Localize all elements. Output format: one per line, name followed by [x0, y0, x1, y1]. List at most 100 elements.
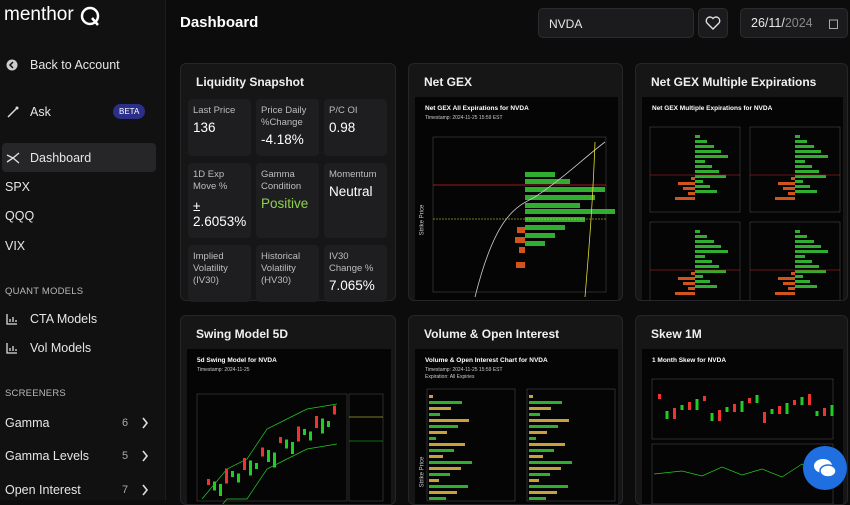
- nav-vix[interactable]: VIX: [5, 239, 26, 253]
- vol-icon: [6, 343, 17, 354]
- chart-thumbnail: Net GEX All Expirations for NVDA Timestam…: [415, 97, 618, 300]
- decoration: [795, 230, 800, 233]
- nav-ask[interactable]: Ask: [30, 105, 51, 119]
- chat-button[interactable]: [803, 446, 847, 490]
- page-title: Dashboard: [180, 14, 259, 31]
- decoration: [795, 175, 826, 178]
- chart-card: Swing Model 5D 5d Swing Model for NVDA Tim…: [180, 315, 396, 505]
- decoration: [795, 155, 828, 158]
- decoration: [795, 280, 810, 283]
- decoration: [429, 413, 440, 416]
- decoration: [429, 425, 458, 428]
- decoration: [529, 401, 562, 404]
- decoration: [525, 179, 570, 184]
- decoration: [795, 180, 803, 183]
- decoration: [231, 471, 234, 477]
- nav-vol[interactable]: Vol Models: [30, 341, 92, 355]
- decoration: [529, 449, 554, 452]
- card-title: Swing Model 5D: [196, 327, 289, 341]
- decoration: [748, 398, 751, 403]
- decoration: [273, 452, 276, 468]
- decoration: [429, 401, 462, 404]
- decoration: [725, 407, 729, 412]
- nav-cta[interactable]: CTA Models: [30, 312, 98, 326]
- decoration: [213, 481, 216, 491]
- decoration: [775, 292, 795, 295]
- decoration: [695, 160, 705, 163]
- decoration: [15, 106, 19, 110]
- decoration: [6, 59, 18, 71]
- decoration: [519, 247, 525, 253]
- decoration: [675, 197, 695, 200]
- search-input[interactable]: NVDA: [538, 8, 694, 38]
- date-year: 2024: [784, 16, 813, 30]
- decoration: [529, 425, 558, 428]
- decoration: [529, 419, 569, 422]
- decoration: [429, 455, 443, 458]
- count: 5: [122, 450, 129, 462]
- chart-card: Volume & Open Interest Volume & Open Inte…: [408, 315, 623, 505]
- decoration: [695, 235, 707, 238]
- decoration: [703, 396, 706, 401]
- metric-value: 0.98: [329, 120, 356, 135]
- decoration: [795, 250, 828, 253]
- decoration: [680, 405, 684, 410]
- decoration: [695, 255, 705, 258]
- decoration: [6, 343, 17, 354]
- count: 7: [122, 484, 129, 496]
- decoration: [516, 262, 525, 268]
- decoration: [823, 408, 826, 416]
- decoration: [688, 192, 695, 195]
- nav-back[interactable]: Back to Account: [30, 58, 120, 72]
- metric-value: -4.18%: [261, 132, 304, 147]
- favorite-button[interactable]: [698, 8, 728, 38]
- decoration: [695, 240, 714, 243]
- metric-label: Historical Volatility (HV30): [261, 251, 301, 286]
- nav-dashboard[interactable]: Dashboard: [30, 151, 92, 165]
- decoration: [740, 401, 744, 412]
- decoration: [649, 126, 741, 213]
- nav-gamma[interactable]: Gamma: [5, 416, 50, 430]
- decoration: [327, 421, 330, 427]
- decoration: [791, 177, 795, 180]
- decoration: [695, 170, 719, 173]
- decoration: [348, 393, 384, 502]
- decoration: [683, 187, 695, 190]
- nav-open-interest[interactable]: Open Interest: [5, 483, 81, 497]
- decoration: [429, 491, 457, 494]
- decoration: [429, 437, 436, 440]
- cta-icon: [6, 314, 17, 325]
- beta-badge: BETA: [113, 104, 146, 119]
- decoration: [529, 473, 550, 476]
- thumb-title: Volume & Open Interest Chart for NVDA: [425, 357, 548, 364]
- decoration: [525, 225, 565, 230]
- decoration: [207, 479, 210, 485]
- decoration: [429, 497, 446, 500]
- date-input[interactable]: 26/11/2024: [740, 8, 848, 38]
- decoration: [695, 175, 726, 178]
- nav-qqq[interactable]: QQQ: [5, 209, 35, 223]
- thumb-subtitle: Timestamp: 2024-11-25 15:59 EST: [425, 115, 503, 121]
- decoration: [829, 19, 838, 29]
- decoration: [763, 412, 766, 423]
- decoration: [658, 394, 661, 399]
- nav-gamma-levels[interactable]: Gamma Levels: [5, 449, 90, 463]
- decoration: [678, 182, 695, 185]
- metric-label: Gamma Condition: [261, 169, 302, 192]
- decoration: [279, 437, 282, 443]
- metric-cell: Price Daily %Change -4.18%: [256, 99, 319, 156]
- decoration: [529, 413, 540, 416]
- decoration: [80, 6, 100, 26]
- metric-label: Last Price: [193, 105, 236, 116]
- decoration: [673, 408, 676, 419]
- decoration: [525, 217, 585, 222]
- decoration: [525, 233, 555, 238]
- logo[interactable]: menthor: [4, 4, 74, 25]
- decoration: [237, 473, 240, 483]
- dashboard-icon: [6, 152, 20, 164]
- decoration: [695, 190, 717, 193]
- nav-spx[interactable]: SPX: [5, 180, 31, 194]
- metric-cell: Historical Volatility (HV30): [256, 245, 319, 302]
- section-title: SCREENERS: [5, 388, 66, 399]
